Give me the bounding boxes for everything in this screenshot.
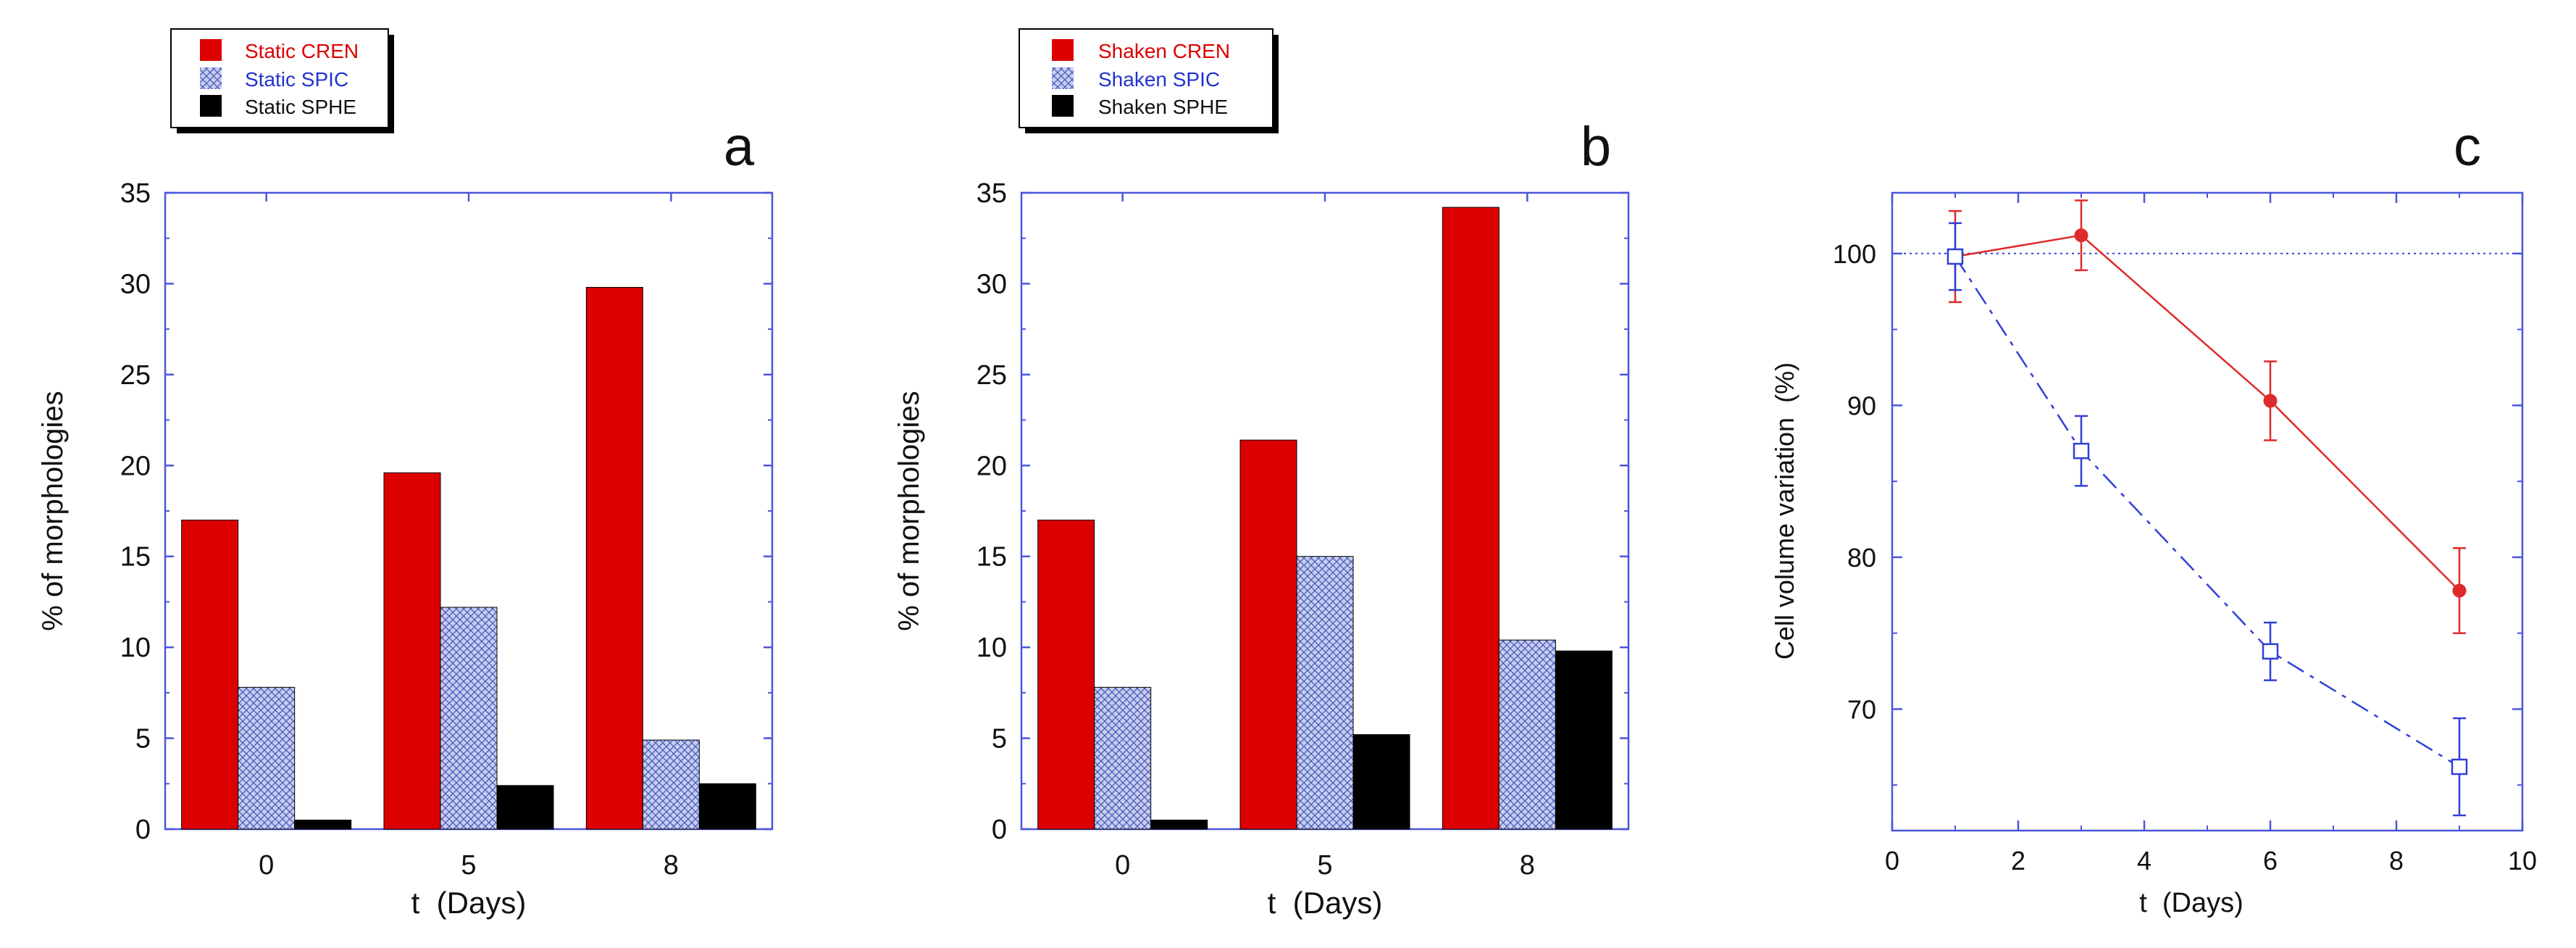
point-shaken	[2451, 758, 2468, 776]
y-tick-label: 20	[120, 451, 151, 481]
y-tick-label: 15	[120, 542, 151, 573]
x-tick-label: 0	[259, 850, 274, 881]
point-static	[2074, 228, 2088, 243]
bar-cren	[1239, 439, 1297, 830]
y-tick-label: 10	[977, 633, 1007, 663]
legend-a-swatch-cren	[200, 39, 222, 61]
legend-b: Shaken CREN Shaken SPIC Shaken SPHE	[1019, 28, 1279, 133]
y-tick-label: 35	[120, 178, 151, 209]
point-shaken	[2262, 643, 2279, 660]
legend-a-label-spic: Static SPIC	[245, 68, 348, 91]
bar-spic	[1498, 639, 1556, 830]
bar-cren	[181, 520, 239, 830]
y-axis-label-c: Cell volume variation (%)	[1770, 362, 1799, 660]
y-axis-b: 0 5 10 15 20 25 30 35	[977, 178, 1628, 845]
y-tick-label: 0	[135, 815, 151, 845]
series-line-static	[1954, 234, 2460, 591]
y-tick-label: 100	[1833, 239, 1876, 269]
point-shaken	[1946, 248, 1964, 265]
panel-label-b: b	[1581, 116, 1611, 178]
bar-sphe	[294, 819, 352, 830]
y-tick-label: 25	[977, 360, 1007, 391]
bar-sphe	[1352, 734, 1410, 830]
bar-spic	[1094, 686, 1152, 830]
panel-label-a: a	[724, 116, 755, 178]
bar-spic	[238, 686, 296, 830]
y-tick-label: 90	[1847, 391, 1876, 420]
x-tick-label: 8	[664, 850, 679, 881]
x-tick-label: 8	[1520, 850, 1535, 881]
bar-spic	[1296, 556, 1354, 830]
bar-sphe	[496, 785, 554, 830]
y-axis-label-a: % of morphologies	[37, 391, 69, 631]
bar-cren	[1037, 520, 1095, 830]
panel-a: a Static CREN Static SPIC Static SPHE 0 5…	[37, 28, 774, 920]
x-axis-c: 0 2 4 6 8 10	[1885, 193, 2537, 876]
panel-c: c 70 80 90 100 0 2 4 6 8 10 Cell volume variatio…	[1770, 116, 2537, 918]
x-tick-label: 0	[1885, 846, 1899, 876]
panel-label-c: c	[2454, 116, 2481, 178]
series-line-shaken	[1954, 256, 2460, 768]
series-c	[1946, 199, 2468, 817]
x-tick-label: 4	[2137, 846, 2151, 876]
x-axis-label-a: t (Days)	[411, 886, 527, 920]
point-shaken	[2073, 442, 2090, 460]
y-tick-label: 30	[120, 269, 151, 299]
bar-sphe	[1150, 819, 1208, 830]
point-static	[2263, 394, 2278, 408]
legend-b-swatch-spic	[1052, 67, 1074, 89]
x-tick-label: 6	[2263, 846, 2278, 876]
x-tick-label: 5	[1317, 850, 1332, 881]
legend-a-swatch-sphe	[200, 95, 222, 117]
legend-b-swatch-sphe	[1052, 95, 1074, 117]
y-axis-a: 0 5 10 15 20 25 30 35	[120, 178, 772, 845]
x-tick-label: 8	[2389, 846, 2404, 876]
bar-spic	[440, 607, 498, 830]
bar-sphe	[1555, 650, 1613, 830]
x-axis-label-c: t (Days)	[2139, 888, 2243, 918]
legend-b-label-spic: Shaken SPIC	[1098, 68, 1220, 91]
bars-a	[181, 286, 756, 830]
legend-a-label-sphe: Static SPHE	[245, 96, 356, 118]
bar-spic	[642, 739, 700, 830]
legend-a-swatch-spic	[200, 67, 222, 89]
x-axis-label-b: t (Days)	[1268, 886, 1383, 920]
y-tick-label: 25	[120, 360, 151, 391]
y-tick-label: 5	[135, 724, 151, 754]
point-static	[2452, 583, 2467, 598]
y-tick-label: 15	[977, 542, 1007, 573]
x-tick-label: 10	[2508, 846, 2537, 876]
legend-a: Static CREN Static SPIC Static SPHE	[170, 28, 394, 133]
legend-b-swatch-cren	[1052, 39, 1074, 61]
bar-cren	[1442, 207, 1500, 830]
plot-frame-c	[1891, 191, 2524, 832]
y-axis-c: 70 80 90 100	[1833, 239, 2522, 786]
y-axis-label-b: % of morphologies	[893, 391, 925, 631]
y-tick-label: 35	[977, 178, 1007, 209]
y-tick-label: 70	[1847, 694, 1876, 724]
legend-b-label-sphe: Shaken SPHE	[1098, 96, 1228, 118]
y-tick-label: 10	[120, 633, 151, 663]
panel-b: b Shaken CREN Shaken SPIC Shaken SPHE 0 5…	[893, 28, 1630, 920]
y-tick-label: 5	[992, 724, 1007, 754]
bar-cren	[585, 286, 643, 830]
x-tick-label: 2	[2011, 846, 2025, 876]
bar-cren	[383, 472, 441, 830]
y-tick-label: 20	[977, 451, 1007, 481]
y-tick-label: 0	[992, 815, 1007, 845]
legend-b-label-cren: Shaken CREN	[1098, 40, 1230, 62]
y-tick-label: 80	[1847, 543, 1876, 573]
x-tick-label: 5	[461, 850, 476, 881]
bars-b	[1037, 207, 1613, 830]
y-tick-label: 30	[977, 269, 1007, 299]
legend-a-label-cren: Static CREN	[245, 40, 359, 62]
bar-sphe	[698, 783, 756, 830]
x-tick-label: 0	[1115, 850, 1130, 881]
